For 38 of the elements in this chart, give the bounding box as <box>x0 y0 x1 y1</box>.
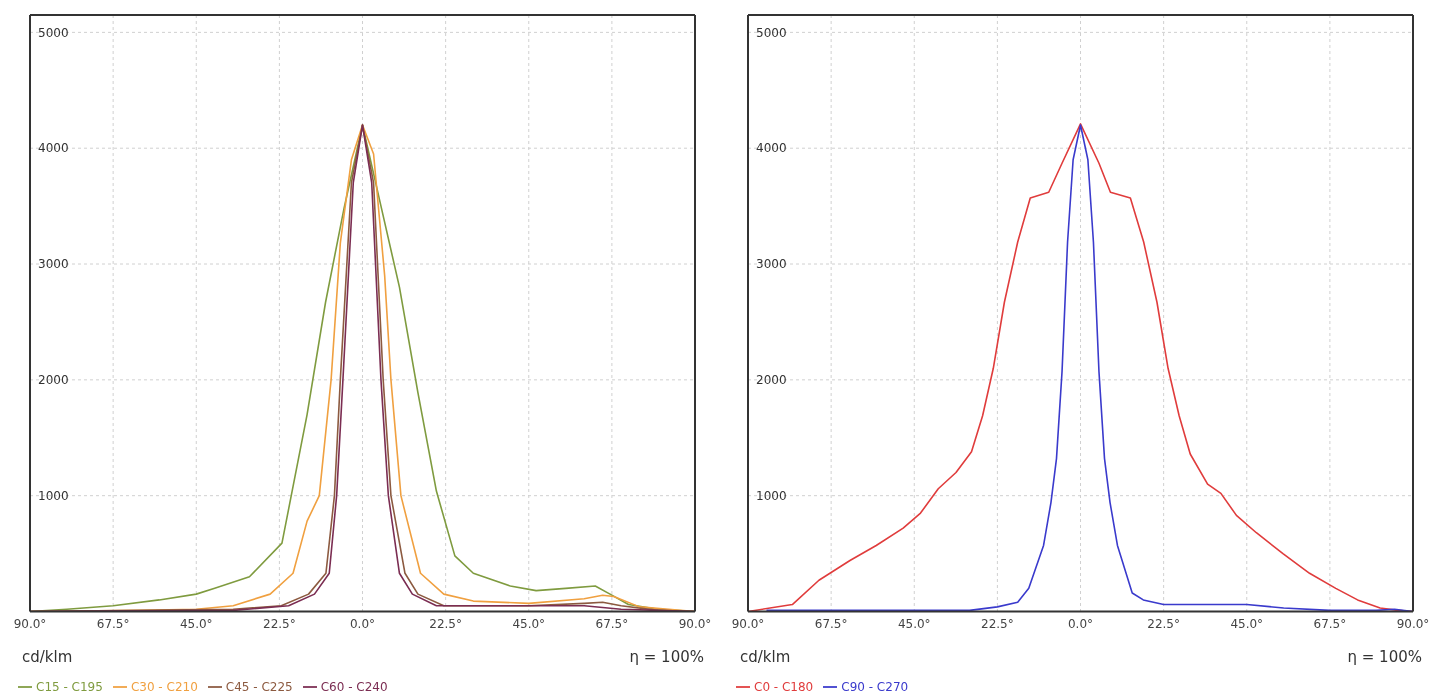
y-tick-label: 1000 <box>756 488 787 503</box>
text: cd/klm <box>22 648 73 666</box>
legend-label: C15 - C195 <box>36 679 103 694</box>
legend-label: C60 - C240 <box>320 679 388 694</box>
x-tick-label: 22.5° <box>263 617 296 632</box>
x-tick-label: 90.0° <box>731 617 765 632</box>
x-tick-label: 90.0° <box>13 617 47 632</box>
x-tick-label: 90.0° <box>1396 617 1430 632</box>
x-tick-label: 22.5° <box>429 617 462 632</box>
x-tick-label: 22.5° <box>1147 617 1180 632</box>
x-tick-label: 45.0° <box>179 617 213 632</box>
y-tick-label: 3000 <box>38 257 69 272</box>
text: η = 100% <box>629 648 704 666</box>
x-tick-label: 0.0° <box>349 617 376 632</box>
x-tick-label: 45.0° <box>512 617 546 632</box>
x-tick-label: 90.0° <box>678 617 712 632</box>
y-tick-label: 2000 <box>756 373 787 388</box>
y-tick-label: 4000 <box>38 141 69 156</box>
legend-label: C30 - C210 <box>130 679 198 694</box>
legend-label: C0 - C180 <box>754 679 814 694</box>
x-tick-label: 22.5° <box>981 617 1014 632</box>
text: cd/klm <box>740 648 791 666</box>
x-tick-label: 45.0° <box>1230 617 1264 632</box>
y-tick-label: 2000 <box>38 373 69 388</box>
y-tick-label: 1000 <box>38 488 69 503</box>
x-tick-label: 67.5° <box>96 617 130 632</box>
y-tick-label: 3000 <box>756 257 787 272</box>
x-tick-label: 67.5° <box>814 617 848 632</box>
y-tick-label: 4000 <box>756 141 787 156</box>
y-tick-label: 5000 <box>38 25 69 40</box>
x-tick-label: 67.5° <box>595 617 629 632</box>
legend-label: C45 - C225 <box>225 679 293 694</box>
x-tick-label: 45.0° <box>897 617 931 632</box>
x-tick-label: 0.0° <box>1067 617 1094 632</box>
legend-label: C90 - C270 <box>841 679 909 694</box>
text: η = 100% <box>1347 648 1422 666</box>
x-tick-label: 67.5° <box>1313 617 1347 632</box>
y-tick-label: 5000 <box>756 25 787 40</box>
